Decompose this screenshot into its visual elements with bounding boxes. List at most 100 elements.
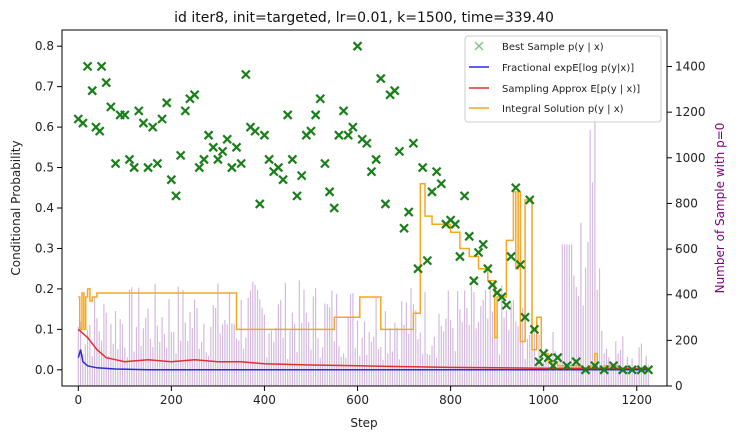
best-sample-marker-stroke [217, 146, 228, 157]
best-sample-point [352, 41, 363, 51]
best-sample-point [157, 114, 167, 124]
best-sample-marker-stroke [264, 154, 274, 165]
best-sample-point [459, 191, 470, 201]
best-sample-point [403, 207, 414, 217]
y-tick-label: 0.2 [35, 282, 54, 296]
y-tick-label: 0.1 [35, 322, 54, 336]
best-sample-marker-stroke [287, 154, 298, 165]
best-sample-point [455, 251, 465, 262]
best-sample-point [138, 118, 149, 128]
best-sample-marker-stroke [171, 191, 181, 201]
best-sample-point [101, 77, 111, 88]
best-sample-marker-stroke [497, 292, 507, 302]
legend-entry-fractional: Fractional expE[log p(y|x)] [469, 63, 634, 74]
best-sample-marker-stroke [231, 142, 242, 153]
best-sample-point [315, 93, 326, 104]
best-sample-marker-stroke [143, 162, 153, 173]
best-sample-marker-stroke [213, 154, 223, 165]
best-sample-marker-stroke [510, 182, 521, 193]
best-sample-point [227, 162, 237, 173]
best-sample-point [255, 199, 265, 209]
best-sample-marker-stroke [129, 162, 139, 173]
best-sample-point [199, 154, 209, 165]
x-tick-label: 1000 [528, 393, 559, 407]
best-sample-point [120, 110, 130, 120]
best-sample-point [478, 239, 488, 250]
best-sample-point [78, 118, 88, 128]
best-sample-point [231, 142, 242, 153]
best-sample-marker-stroke [189, 89, 200, 100]
y2-axis-ticks: 0 200 400 600 800 1000 1200 1400 [667, 60, 706, 393]
best-sample-marker-stroke [245, 122, 256, 132]
x-axis-ticks: 0 200 400 600 800 1000 1200 [74, 386, 652, 407]
best-sample-marker-stroke [161, 98, 172, 108]
best-sample-point [287, 154, 298, 165]
best-sample-marker-stroke [464, 231, 474, 242]
best-sample-point [208, 142, 219, 153]
best-sample-point [552, 352, 563, 363]
best-sample-marker-stroke [320, 158, 330, 169]
best-sample-marker-stroke [608, 360, 619, 371]
best-sample-marker-stroke [236, 158, 246, 169]
best-sample-marker-stroke [310, 110, 321, 120]
best-sample-point [608, 360, 619, 371]
best-sample-marker-stroke [343, 130, 353, 140]
best-sample-marker-stroke [529, 324, 540, 335]
best-sample-point [571, 356, 582, 367]
best-sample-point [278, 174, 288, 185]
best-sample-marker-stroke [627, 365, 637, 375]
y-tick-label: 0.8 [35, 39, 54, 53]
best-sample-marker-stroke [278, 174, 288, 185]
best-sample-point [636, 365, 647, 375]
x-axis-label: Step [350, 416, 377, 430]
best-sample-marker-stroke [483, 263, 493, 274]
best-sample-marker-stroke [459, 191, 470, 201]
best-sample-point [524, 195, 535, 205]
y-tick-label: 0.5 [35, 161, 54, 175]
best-sample-point [590, 360, 600, 371]
y2-tick-label: 1000 [675, 151, 706, 165]
x-tick-label: 800 [439, 393, 462, 407]
fractional-series-line [77, 349, 649, 371]
best-sample-marker-stroke [134, 106, 144, 116]
best-sample-point [282, 110, 293, 120]
best-sample-marker-stroke [469, 276, 479, 286]
best-sample-marker-stroke [590, 360, 600, 371]
best-sample-point [643, 365, 654, 375]
best-sample-marker-stroke [259, 130, 270, 140]
best-sample-marker-stroke [538, 348, 549, 359]
best-sample-marker-stroke [338, 106, 349, 116]
best-sample-marker-stroke [487, 280, 498, 290]
best-sample-marker-stroke [120, 110, 130, 120]
best-sample-point [264, 154, 274, 165]
best-sample-point [124, 154, 135, 165]
best-sample-point [143, 162, 153, 173]
best-sample-point [106, 102, 116, 112]
best-sample-point [436, 178, 447, 189]
best-sample-point [134, 106, 144, 116]
y2-axis-label: Number of Sample with p=0 [713, 123, 727, 294]
best-sample-point [487, 280, 498, 290]
best-sample-marker-stroke [431, 166, 442, 177]
best-sample-marker-stroke [501, 300, 512, 310]
best-sample-point [110, 158, 121, 169]
legend-label-best: Best Sample p(y | x) [502, 42, 604, 53]
best-sample-marker-stroke [403, 207, 414, 217]
best-sample-marker-stroke [371, 154, 381, 165]
best-sample-marker-stroke [208, 142, 219, 153]
best-sample-marker-stroke [78, 118, 88, 128]
x-tick-label: 1200 [621, 393, 652, 407]
best-sample-point [483, 263, 493, 274]
best-sample-point [529, 324, 540, 335]
best-sample-marker-stroke [292, 191, 302, 201]
best-sample-point [180, 106, 191, 116]
best-sample-marker-stroke [329, 203, 340, 213]
best-sample-marker-stroke [96, 61, 107, 72]
best-sample-point [534, 356, 544, 367]
best-sample-point [217, 146, 228, 157]
y2-tick-label: 600 [675, 242, 698, 256]
best-sample-point [292, 191, 302, 201]
best-sample-marker-stroke [180, 106, 191, 116]
legend-box [464, 35, 662, 123]
best-sample-point [543, 352, 554, 363]
